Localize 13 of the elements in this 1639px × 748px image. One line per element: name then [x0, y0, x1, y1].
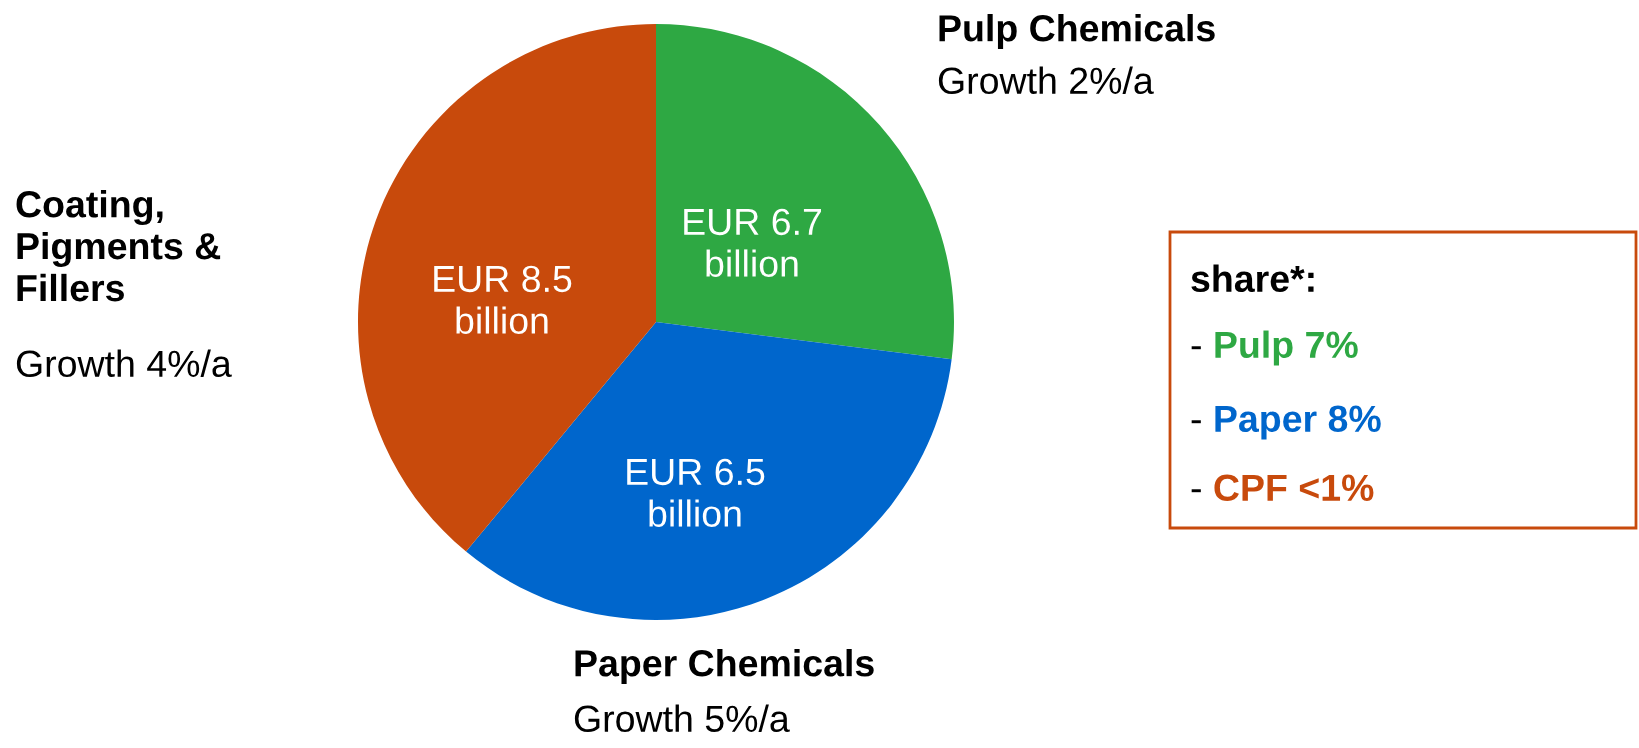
data-label: EUR 6.7 billion — [684, 208, 821, 277]
slice-label: Pulp Chemicals — [939, 14, 1215, 49]
slice-label: Paper Chemicals — [575, 649, 874, 684]
text: - Pulp 7% — [1191, 330, 1358, 366]
text: share*: — [1191, 264, 1314, 293]
text: Growth 4%/a — [16, 349, 232, 378]
text: - CPF <1% — [1191, 474, 1374, 502]
text: Growth 2%/a — [938, 66, 1154, 95]
text: - Paper 8% — [1191, 405, 1381, 440]
text: Growth 5%/a — [574, 704, 790, 733]
slice-label: Coating, Pigments & Fillers — [16, 190, 221, 302]
data-label: EUR 8.5 billion — [434, 265, 572, 334]
data-label: EUR 6.5 billion — [627, 458, 765, 527]
